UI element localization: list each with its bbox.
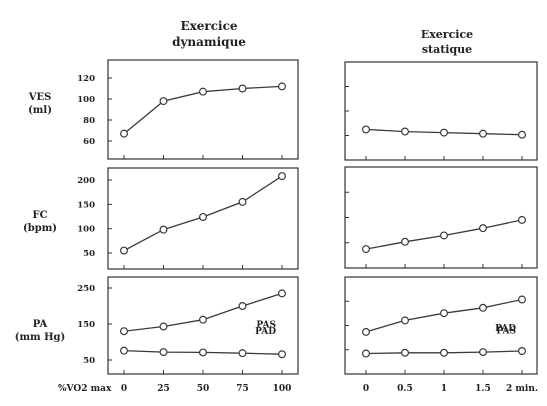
series-label-pa-dynamic-pad: PAD [255, 327, 276, 337]
x-tick-dynamic-75: 75 [236, 384, 249, 394]
data-point-pa-static-pad-0 [362, 349, 371, 358]
data-point-pa-dynamic-pas-1 [159, 322, 168, 331]
data-point-ves-static-s0-3 [479, 129, 488, 138]
series-label-pa-static-pas: PAS [496, 327, 516, 337]
data-point-ves-static-s0-4 [517, 130, 526, 139]
data-point-pa-dynamic-pad-4 [278, 350, 287, 359]
x-tick-dynamic-100: 100 [273, 384, 292, 394]
data-point-pa-dynamic-pad-0 [119, 346, 128, 355]
chart-panel-ves-static [344, 61, 538, 161]
y-tick-label-fc-dynamic-0: 50 [83, 249, 95, 259]
x-tick-static-1: 1 [441, 384, 447, 394]
y-tick-label-pa-dynamic-2: 250 [77, 284, 95, 294]
header-static-line2: statique [422, 43, 472, 56]
data-point-pa-static-pas-0 [362, 327, 371, 336]
x-tick-dynamic-25: 25 [157, 384, 170, 394]
row-label-fc-name: FC [32, 210, 47, 221]
data-point-pa-dynamic-pas-3 [238, 302, 247, 311]
panel-frame-fc-static [344, 166, 538, 269]
panel-frame-ves-static [344, 61, 538, 161]
x-axis-title-dynamic: %VO2 max [58, 384, 112, 394]
y-tick-label-fc-dynamic-2: 150 [77, 200, 95, 210]
data-point-pa-static-pas-3 [479, 303, 488, 312]
y-tick-label-pa-dynamic-0: 50 [83, 356, 95, 366]
x-axis-labels: %VO2 max 0 25 50 75 100 0 0.5 1 1.5 2 mi… [58, 384, 538, 394]
data-point-pa-dynamic-pad-1 [159, 348, 168, 357]
y-tick-label-ves-dynamic-2: 100 [77, 95, 95, 105]
row-label-pa-unit: (mm Hg) [15, 332, 66, 343]
y-tick-label-ves-dynamic-1: 80 [83, 116, 95, 126]
data-point-fc-static-s0-2 [440, 231, 449, 240]
data-point-fc-static-s0-1 [401, 237, 410, 246]
data-point-pa-dynamic-pad-3 [238, 349, 247, 358]
y-tick-label-ves-dynamic-0: 60 [83, 137, 95, 147]
row-label-ves-unit: (ml) [28, 105, 52, 116]
data-point-pa-static-pad-4 [517, 347, 526, 356]
header-dynamic-line2: dynamique [172, 35, 246, 49]
data-point-pa-static-pad-1 [401, 348, 410, 357]
header-static-line1: Exercice [421, 28, 473, 41]
data-point-fc-static-s0-3 [479, 224, 488, 233]
data-point-ves-static-s0-0 [362, 125, 371, 134]
row-labels: VES (ml) FC (bpm) PA (mm Hg) [15, 92, 66, 343]
data-point-pa-static-pas-2 [440, 309, 449, 318]
y-tick-label-fc-dynamic-3: 200 [77, 176, 95, 186]
data-point-fc-dynamic-s0-0 [119, 246, 128, 255]
data-point-ves-dynamic-s0-3 [238, 84, 247, 93]
row-label-ves-name: VES [28, 92, 52, 103]
panel-frame-ves-dynamic [107, 59, 299, 160]
data-point-pa-dynamic-pas-0 [119, 327, 128, 336]
data-point-fc-dynamic-s0-2 [199, 212, 208, 221]
y-tick-label-ves-dynamic-3: 120 [77, 74, 95, 84]
data-point-fc-dynamic-s0-4 [278, 172, 287, 181]
series-label-pa-dynamic-pas: PAS [256, 320, 276, 330]
x-tick-static-1-5: 1.5 [475, 384, 491, 394]
x-tick-dynamic-0: 0 [121, 384, 127, 394]
x-tick-static-0: 0 [363, 384, 369, 394]
data-point-fc-static-s0-4 [517, 215, 526, 224]
data-point-fc-dynamic-s0-3 [238, 197, 247, 206]
y-tick-label-pa-dynamic-1: 150 [77, 320, 95, 330]
row-label-pa-name: PA [33, 319, 48, 330]
x-tick-dynamic-50: 50 [197, 384, 210, 394]
header-dynamic-line1: Exercice [180, 19, 237, 33]
chart-panel-ves-dynamic: 60 80 100 120 [77, 59, 299, 160]
data-point-pa-static-pad-2 [440, 348, 449, 357]
data-point-ves-static-s0-2 [440, 128, 449, 137]
data-point-ves-dynamic-s0-4 [278, 82, 287, 91]
data-point-pa-dynamic-pas-4 [278, 289, 287, 298]
chart-panel-fc-static [344, 166, 538, 269]
y-tick-label-fc-dynamic-1: 100 [77, 225, 95, 235]
data-point-fc-static-s0-0 [362, 245, 371, 254]
data-point-pa-static-pad-3 [479, 348, 488, 357]
data-point-ves-dynamic-s0-2 [199, 87, 208, 96]
data-point-pa-dynamic-pad-2 [199, 348, 208, 357]
data-point-pa-static-pas-4 [517, 295, 526, 304]
x-tick-static-0-5: 0.5 [397, 384, 413, 394]
chart-panel-fc-dynamic: 50 100 150 200 [77, 167, 299, 270]
row-label-fc-unit: (bpm) [23, 223, 57, 234]
data-point-ves-dynamic-s0-1 [159, 97, 168, 106]
data-point-pa-static-pas-1 [401, 316, 410, 325]
series-label-pa-static-pad: PAD [495, 324, 516, 334]
data-point-ves-static-s0-1 [401, 127, 410, 136]
x-tick-static-2: 2 min. [506, 384, 538, 394]
data-point-fc-dynamic-s0-1 [159, 225, 168, 234]
column-headers: Exercice dynamique Exercice statique [172, 19, 473, 56]
data-point-pa-dynamic-pas-2 [199, 315, 208, 324]
data-point-ves-dynamic-s0-0 [119, 129, 128, 138]
